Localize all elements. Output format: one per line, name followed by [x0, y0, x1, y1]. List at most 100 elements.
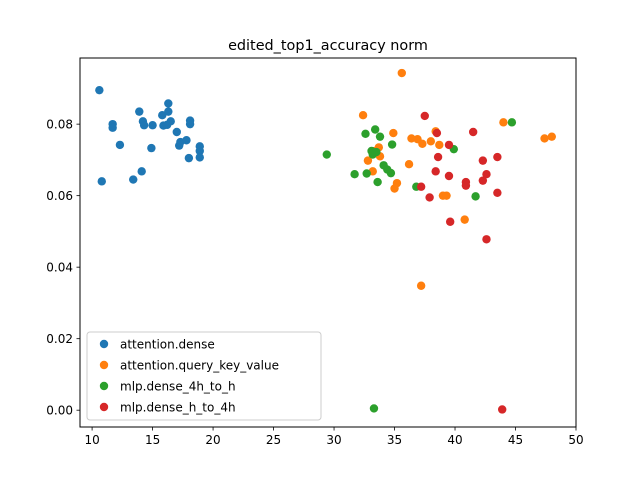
- data-point: [372, 147, 381, 157]
- data-point: [431, 167, 440, 176]
- legend-box: [86, 331, 322, 421]
- data-point: [416, 182, 426, 191]
- plot-frame: [79, 57, 577, 428]
- data-point: [468, 127, 478, 137]
- data-point: [435, 140, 444, 150]
- data-point: [139, 121, 149, 130]
- data-point: [460, 215, 469, 224]
- data-point: [387, 140, 397, 149]
- data-point: [426, 137, 436, 146]
- data-point: [425, 193, 434, 202]
- data-point: [482, 235, 491, 244]
- data-point: [95, 85, 104, 95]
- data-point: [164, 99, 173, 108]
- data-point: [148, 121, 157, 130]
- data-point: [416, 281, 426, 290]
- x-tick-label: 30: [326, 433, 341, 447]
- legend: attention.dense attention.query_key_value…: [86, 331, 322, 421]
- data-point: [547, 132, 556, 141]
- data-point: [478, 176, 488, 185]
- data-point: [97, 177, 106, 186]
- data-point: [444, 140, 454, 150]
- data-point: [397, 68, 406, 78]
- data-point: [362, 169, 371, 178]
- y-axis: 0.00 0.02 0.04 0.06 0.08: [46, 117, 80, 417]
- data-point: [540, 134, 549, 143]
- y-tick-label: 0.06: [46, 189, 73, 203]
- series-1-markers: [358, 68, 556, 290]
- data-point: [135, 107, 144, 116]
- data-point: [444, 171, 454, 181]
- data-point: [363, 156, 373, 165]
- chart-title: edited_top1_accuracy norm: [228, 38, 428, 54]
- data-point: [461, 181, 471, 190]
- x-tick-label: 35: [387, 433, 402, 447]
- x-tick-label: 40: [447, 433, 462, 447]
- data-point: [433, 152, 443, 162]
- data-point: [418, 139, 427, 149]
- data-point: [129, 175, 138, 184]
- x-tick-label: 10: [84, 433, 99, 447]
- data-point: [137, 167, 146, 176]
- data-markers: [95, 68, 556, 414]
- x-tick-label: 20: [205, 433, 220, 447]
- data-point: [350, 170, 359, 179]
- data-point: [442, 191, 451, 200]
- data-point: [108, 123, 117, 132]
- data-point: [115, 140, 125, 150]
- data-point: [322, 150, 331, 159]
- data-point: [361, 129, 370, 138]
- data-point: [478, 156, 488, 165]
- data-point: [493, 152, 502, 162]
- data-point: [195, 153, 204, 162]
- legend-marker: [99, 381, 109, 391]
- data-point: [507, 118, 517, 127]
- series-0-markers: [95, 85, 204, 186]
- data-point: [164, 107, 173, 116]
- legend-label: mlp.dense_h_to_4h: [120, 401, 236, 415]
- legend-label: attention.query_key_value: [120, 359, 279, 373]
- data-point: [482, 170, 491, 179]
- data-point: [432, 128, 442, 138]
- data-point: [172, 127, 181, 137]
- data-point: [373, 177, 382, 187]
- data-point: [370, 125, 380, 134]
- data-point: [182, 136, 191, 145]
- data-point: [184, 153, 194, 163]
- series-2-markers: [322, 118, 517, 413]
- data-point: [499, 118, 508, 127]
- x-axis: 10 15 20 25 30 35 40 45 50: [84, 427, 584, 447]
- data-point: [386, 168, 396, 178]
- x-tick-label: 15: [145, 433, 160, 447]
- data-point: [493, 188, 502, 197]
- x-tick-label: 25: [266, 433, 281, 447]
- data-point: [420, 111, 429, 121]
- legend-marker: [99, 339, 109, 349]
- data-point: [375, 132, 385, 141]
- y-tick-label: 0.08: [46, 117, 73, 131]
- legend-marker: [99, 402, 109, 412]
- data-point: [185, 119, 195, 129]
- data-point: [166, 117, 175, 126]
- data-point: [195, 146, 204, 156]
- data-point: [358, 111, 368, 120]
- data-point: [389, 128, 398, 138]
- legend-label: attention.dense: [120, 338, 215, 352]
- legend-label: mlp.dense_4h_to_h: [120, 380, 236, 394]
- data-point: [445, 217, 455, 226]
- legend-marker: [99, 360, 109, 370]
- series-3-markers: [416, 111, 507, 414]
- data-point: [498, 405, 507, 414]
- x-tick-label: 50: [568, 433, 583, 447]
- y-tick-label: 0.02: [46, 332, 73, 346]
- data-point: [147, 143, 156, 153]
- y-tick-label: 0.00: [46, 403, 73, 417]
- y-tick-label: 0.04: [46, 260, 73, 274]
- data-point: [392, 178, 402, 188]
- data-point: [158, 111, 167, 120]
- x-tick-label: 45: [508, 433, 523, 447]
- data-point: [369, 404, 379, 413]
- data-point: [471, 192, 480, 201]
- data-point: [404, 159, 414, 169]
